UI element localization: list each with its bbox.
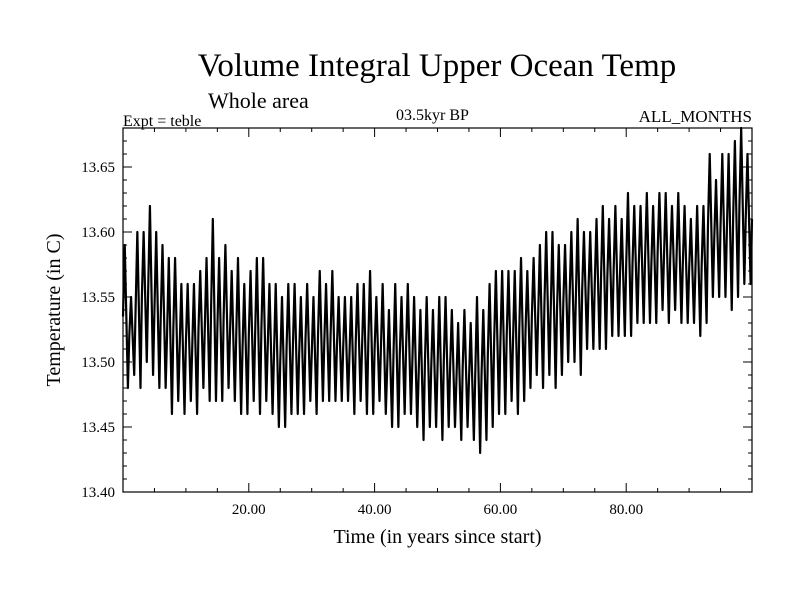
- y-tick-label: 13.45: [81, 420, 115, 436]
- x-axis-label: Time (in years since start): [333, 526, 541, 548]
- x-tick-label: 20.00: [232, 502, 266, 518]
- x-tick-label: 80.00: [609, 502, 643, 518]
- y-tick-label: 13.60: [81, 225, 115, 241]
- series-line: [121, 126, 754, 455]
- y-axis-label: Temperature (in C): [43, 234, 65, 387]
- y-tick-label: 13.55: [81, 290, 115, 306]
- chart-title: Volume Integral Upper Ocean Temp: [197, 48, 677, 84]
- x-tick-label: 40.00: [358, 502, 392, 518]
- x-tick-label: 60.00: [484, 502, 518, 518]
- experiment-label: Expt = teble: [123, 113, 202, 130]
- y-tick-label: 13.65: [81, 160, 115, 176]
- y-tick-label: 13.50: [81, 355, 115, 371]
- months-label: ALL_MONTHS: [638, 107, 752, 126]
- period-label: 03.5kyr BP: [396, 107, 469, 124]
- y-tick-label: 13.40: [81, 485, 115, 501]
- chart-subtitle: Whole area: [208, 88, 309, 113]
